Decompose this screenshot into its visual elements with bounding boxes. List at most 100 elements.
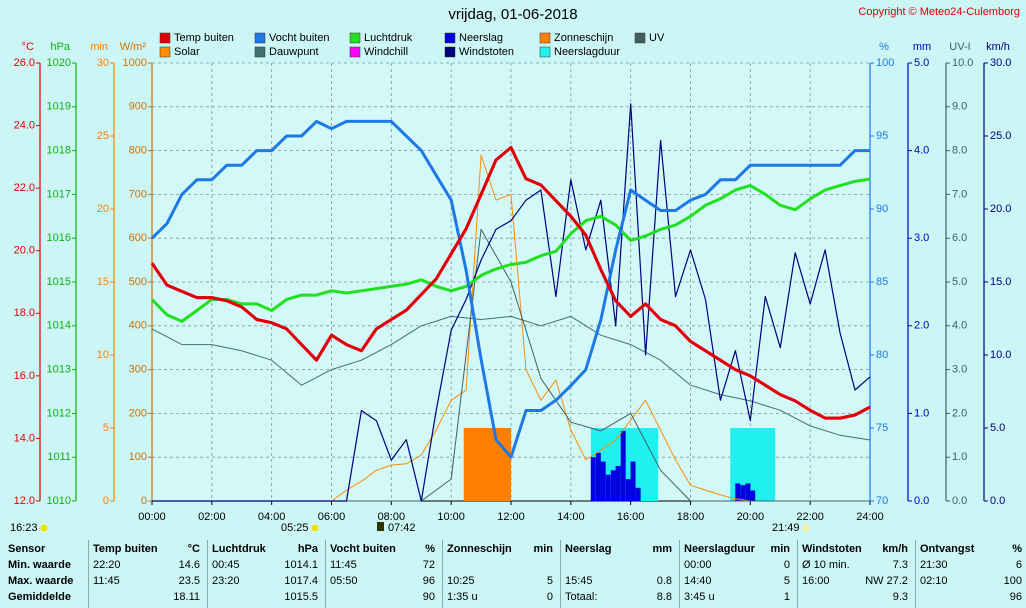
y-tick-label: 10.0 bbox=[990, 349, 1011, 361]
y-tick-label: 75 bbox=[876, 422, 888, 434]
legend-swatch bbox=[444, 46, 456, 58]
y-tick-label: 30.0 bbox=[990, 57, 1011, 69]
rain-bar bbox=[630, 461, 636, 501]
rain-bar bbox=[600, 461, 606, 501]
legend-swatch bbox=[254, 32, 266, 44]
y-tick-label: 3.0 bbox=[952, 364, 967, 376]
rain-bar bbox=[590, 457, 596, 501]
column-header: Zonneschijn bbox=[447, 543, 512, 555]
column-header: Neerslagduur bbox=[684, 543, 755, 555]
y-tick-label: 20.0 bbox=[990, 203, 1011, 215]
legend-label: Solar bbox=[174, 46, 200, 58]
y-tick-label: 600 bbox=[129, 232, 147, 244]
legend-swatch bbox=[539, 46, 551, 58]
y-tick-label: 1015 bbox=[47, 276, 71, 288]
column-header: Luchtdruk bbox=[212, 543, 266, 555]
y-tick-label: 6.0 bbox=[952, 232, 967, 244]
legend-label: Luchtdruk bbox=[364, 32, 413, 44]
legend-swatch bbox=[634, 32, 646, 44]
x-tick-label: 16:00 bbox=[617, 511, 645, 523]
legend-label: Dauwpunt bbox=[269, 46, 319, 58]
y-tick-label: 80 bbox=[876, 349, 888, 361]
cell-value: 1 bbox=[783, 591, 790, 603]
cell-time: 14:40 bbox=[684, 575, 712, 587]
legend-swatch bbox=[159, 46, 171, 58]
x-tick-label: 20:00 bbox=[737, 511, 765, 523]
y-tick-label: 0.0 bbox=[914, 495, 929, 507]
y-tick-label: 16.0 bbox=[14, 370, 35, 382]
x-tick-label: 10:00 bbox=[437, 511, 465, 523]
cell-value: 1014.1 bbox=[284, 559, 318, 571]
chart: vrijdag, 01-06-2018 Copyright © Meteo24-… bbox=[10, 6, 1020, 534]
x-tick-label: 24:00 bbox=[856, 511, 884, 523]
column-separator bbox=[442, 540, 443, 608]
column-unit: % bbox=[1012, 543, 1022, 555]
y-tick-label: 25.0 bbox=[990, 130, 1011, 142]
column-unit: min bbox=[770, 543, 790, 555]
cell-time: 11:45 bbox=[93, 575, 120, 587]
cell-time: Ø 10 min. bbox=[802, 559, 850, 571]
y-tick-label: 5.0 bbox=[914, 57, 929, 69]
column-header: Neerslag bbox=[565, 543, 612, 555]
y-tick-label: 200 bbox=[129, 407, 147, 419]
y-tick-label: 20.0 bbox=[14, 245, 35, 257]
column-separator bbox=[325, 540, 326, 608]
row-label: Gemiddelde bbox=[8, 591, 71, 603]
y-tick-label: 1014 bbox=[47, 320, 71, 332]
y-tick-label: 0 bbox=[141, 495, 147, 507]
rain-bar bbox=[750, 490, 756, 501]
axis-unit: °C bbox=[22, 41, 34, 53]
y-tick-label: 25 bbox=[97, 130, 109, 142]
legend-label: Zonneschijn bbox=[554, 32, 613, 44]
cell-time: 16:00 bbox=[802, 575, 830, 587]
y-tick-label: 1013 bbox=[47, 364, 71, 376]
cell-value: 72 bbox=[422, 559, 435, 571]
x-tick-label: 14:00 bbox=[557, 511, 585, 523]
y-tick-label: 26.0 bbox=[14, 57, 35, 69]
cell-time: 15:45 bbox=[565, 575, 593, 587]
rain-bar bbox=[610, 470, 616, 501]
summary-table: Sensor Temp buiten °C Luchtdruk hPa Vocht bui… bbox=[0, 538, 1026, 608]
legend-label: Windchill bbox=[364, 46, 408, 58]
rain-bar bbox=[605, 474, 611, 501]
legend-swatch bbox=[159, 32, 171, 44]
duration-block bbox=[463, 428, 511, 501]
rain-bar bbox=[635, 487, 641, 501]
y-tick-label: 5.0 bbox=[952, 276, 967, 288]
y-tick-label: 2.0 bbox=[914, 320, 929, 332]
y-tick-label: 7.0 bbox=[952, 188, 967, 200]
cell-value: 0 bbox=[783, 559, 790, 571]
astro-icons bbox=[40, 522, 810, 532]
cell-time: 02:10 bbox=[920, 575, 948, 587]
column-separator bbox=[797, 540, 798, 608]
y-tick-label: 1017 bbox=[47, 188, 71, 200]
astro-time: 05:25 bbox=[281, 522, 309, 534]
x-tick-label: 12:00 bbox=[497, 511, 525, 523]
y-tick-label: 1012 bbox=[47, 407, 71, 419]
cell-value: 5 bbox=[546, 575, 553, 587]
y-tick-label: 1016 bbox=[47, 232, 71, 244]
y-tick-label: 4.0 bbox=[914, 145, 929, 157]
y-tick-label: 90 bbox=[876, 203, 888, 215]
legend-label: UV bbox=[649, 32, 665, 44]
y-tick-label: 100 bbox=[876, 57, 894, 69]
y-tick-label: 400 bbox=[129, 320, 147, 332]
y-tick-label: 500 bbox=[129, 276, 147, 288]
cell-value: 6 bbox=[1015, 559, 1022, 571]
y-tick-label: 15 bbox=[97, 276, 109, 288]
y-tick-label: 22.0 bbox=[14, 182, 35, 194]
series-line bbox=[150, 177, 871, 323]
y-tick-label: 24.0 bbox=[14, 119, 35, 131]
column-header: Temp buiten bbox=[93, 543, 158, 555]
rain-bar bbox=[740, 485, 746, 501]
column-header: Sensor bbox=[8, 543, 46, 555]
cell-time: 23:20 bbox=[212, 575, 240, 587]
x-tick-label: 22:00 bbox=[796, 511, 824, 523]
y-tick-label: 0.0 bbox=[990, 495, 1005, 507]
series-line bbox=[152, 103, 871, 502]
cell-value: 23.5 bbox=[178, 575, 200, 587]
y-tick-label: 12.0 bbox=[14, 495, 35, 507]
cell-value: 14.6 bbox=[178, 559, 200, 571]
x-tick-label: 08:00 bbox=[378, 511, 406, 523]
row-label: Max. waarde bbox=[8, 575, 74, 587]
